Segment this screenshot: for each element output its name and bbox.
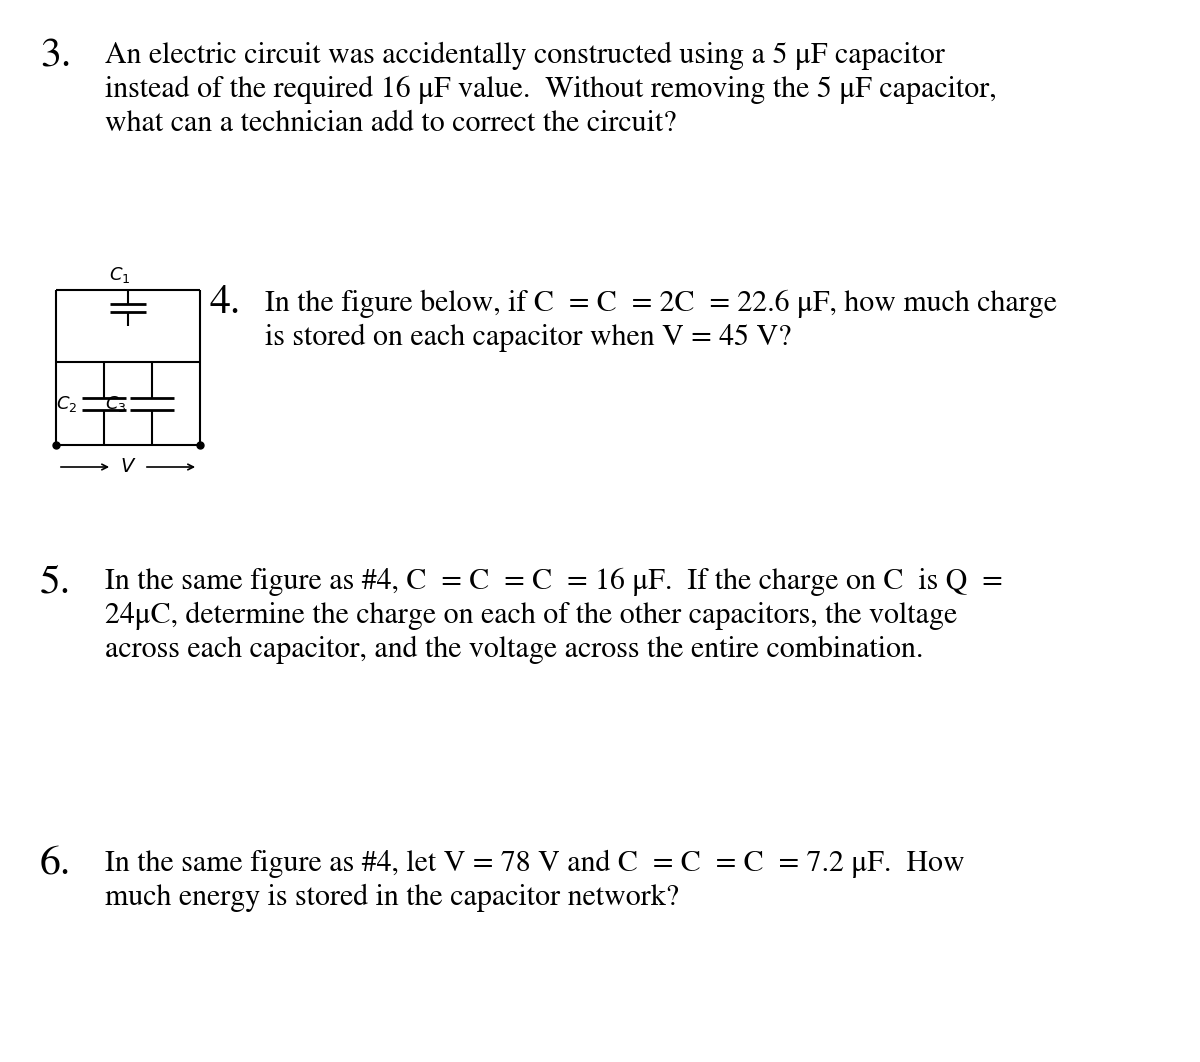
Text: 24μC, determine the charge on each of the other capacitors, the voltage: 24μC, determine the charge on each of th… [106, 602, 958, 630]
Text: is stored on each capacitor when V = 45 V?: is stored on each capacitor when V = 45 … [265, 324, 791, 353]
Text: 3.: 3. [40, 38, 71, 75]
Text: $C_1$: $C_1$ [109, 266, 131, 285]
Text: 4.: 4. [210, 285, 241, 323]
Text: In the same figure as #4, C₁ = C₂ = C₃ = 16 μF.  If the charge on C₂ is Q₂ =: In the same figure as #4, C₁ = C₂ = C₃ =… [106, 568, 1003, 596]
Text: $C_3$: $C_3$ [104, 394, 126, 413]
Text: 5.: 5. [40, 564, 71, 601]
Text: across each capacitor, and the voltage across the entire combination.: across each capacitor, and the voltage a… [106, 636, 923, 665]
Text: In the figure below, if C₁ = C₂ = 2C₃ = 22.6 μF, how much charge: In the figure below, if C₁ = C₂ = 2C₃ = … [265, 290, 1057, 319]
Text: $V$: $V$ [120, 458, 137, 476]
Text: much energy is stored in the capacitor network?: much energy is stored in the capacitor n… [106, 884, 679, 912]
Text: instead of the required 16 μF value.  Without removing the 5 μF capacitor,: instead of the required 16 μF value. Wit… [106, 76, 997, 104]
Text: what can a technician add to correct the circuit?: what can a technician add to correct the… [106, 110, 677, 138]
Text: $C_2$: $C_2$ [56, 394, 78, 413]
Text: An electric circuit was accidentally constructed using a 5 μF capacitor: An electric circuit was accidentally con… [106, 42, 944, 70]
Text: 6.: 6. [40, 845, 71, 883]
Text: In the same figure as #4, let V = 78 V and C₁ = C₂ = C₃ = 7.2 μF.  How: In the same figure as #4, let V = 78 V a… [106, 850, 965, 878]
